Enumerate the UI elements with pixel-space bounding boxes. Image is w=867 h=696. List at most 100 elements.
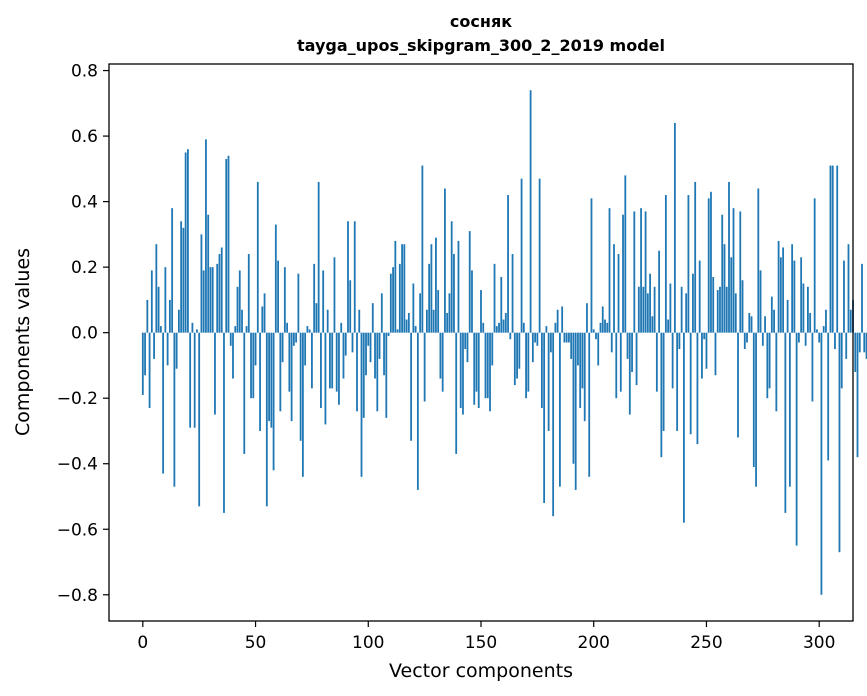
bar [252, 332, 255, 399]
bar [475, 332, 478, 392]
bar [531, 332, 534, 363]
bar [484, 332, 487, 399]
bar [725, 286, 728, 333]
bar [187, 149, 189, 333]
bar [694, 181, 697, 333]
bar [590, 198, 593, 333]
bar [601, 306, 604, 333]
bar [378, 332, 381, 359]
bar [234, 326, 237, 333]
bar [279, 332, 282, 412]
bar [511, 254, 514, 333]
bar [755, 332, 757, 487]
bar [662, 332, 665, 431]
bar [592, 329, 595, 333]
bar [371, 303, 374, 333]
bar [698, 260, 701, 333]
bar [626, 332, 629, 359]
y-tick-label: −0.8 [57, 586, 98, 606]
bar [211, 267, 214, 333]
bar [261, 306, 264, 333]
bar [500, 276, 503, 333]
bar [750, 316, 753, 333]
bar [218, 254, 221, 333]
bar [516, 332, 518, 379]
bar [525, 332, 527, 399]
bar [157, 286, 160, 333]
bar [340, 322, 343, 333]
bar [205, 139, 207, 333]
bar [150, 270, 153, 333]
bar [435, 237, 437, 333]
bar [673, 122, 676, 333]
bar [441, 332, 444, 392]
bar [795, 332, 798, 546]
bar [288, 332, 291, 392]
bar [444, 188, 446, 333]
bar [802, 283, 805, 333]
bar [216, 263, 219, 333]
x-axis-ticks: 0 50 100 150 200 250 300 [137, 621, 835, 653]
bar [786, 299, 789, 333]
bar [804, 332, 807, 346]
bar [773, 309, 775, 333]
chart-subtitle: tayga_upos_skipgram_300_2_2019 model [297, 36, 665, 55]
bar [349, 280, 352, 333]
bar [259, 332, 261, 431]
bar [624, 175, 627, 333]
bar [227, 155, 230, 333]
bar [459, 332, 462, 409]
bar [342, 332, 345, 379]
bar [714, 332, 717, 376]
bar [813, 198, 816, 333]
bar [728, 181, 730, 333]
bar [317, 181, 320, 333]
bar [374, 332, 376, 379]
bar [297, 273, 300, 333]
bar [394, 240, 397, 333]
bar [671, 332, 674, 389]
bar [369, 332, 372, 363]
bar [191, 322, 194, 333]
x-tick-label: 100 [352, 633, 384, 653]
bar [383, 332, 385, 376]
bar [295, 332, 298, 343]
bar [193, 332, 196, 428]
bar [635, 332, 638, 386]
bar [432, 309, 435, 333]
bar [651, 316, 654, 333]
bar [428, 263, 431, 333]
bar [504, 313, 507, 333]
bar [631, 332, 633, 372]
bar [834, 332, 836, 350]
bar [200, 234, 203, 333]
bar [545, 326, 548, 333]
bar [245, 326, 248, 333]
bar [710, 191, 712, 333]
bar [347, 221, 349, 333]
bar [556, 309, 559, 333]
bar [692, 273, 694, 333]
bar [358, 309, 361, 333]
bar [311, 332, 313, 389]
bar [741, 280, 744, 333]
bar [486, 332, 489, 399]
bar [414, 326, 417, 333]
bar [568, 332, 570, 343]
bar [759, 270, 762, 333]
bar [766, 332, 769, 399]
bar [743, 332, 746, 350]
bar [513, 332, 516, 386]
bar [565, 332, 568, 343]
bar [597, 332, 600, 366]
bar [392, 267, 394, 333]
bar [265, 332, 268, 507]
bar [225, 159, 228, 333]
bar [811, 332, 814, 402]
bar [757, 188, 760, 333]
bar [229, 332, 232, 346]
bar [159, 326, 162, 333]
bar [827, 332, 830, 461]
bar [797, 332, 800, 343]
bar [775, 332, 778, 412]
